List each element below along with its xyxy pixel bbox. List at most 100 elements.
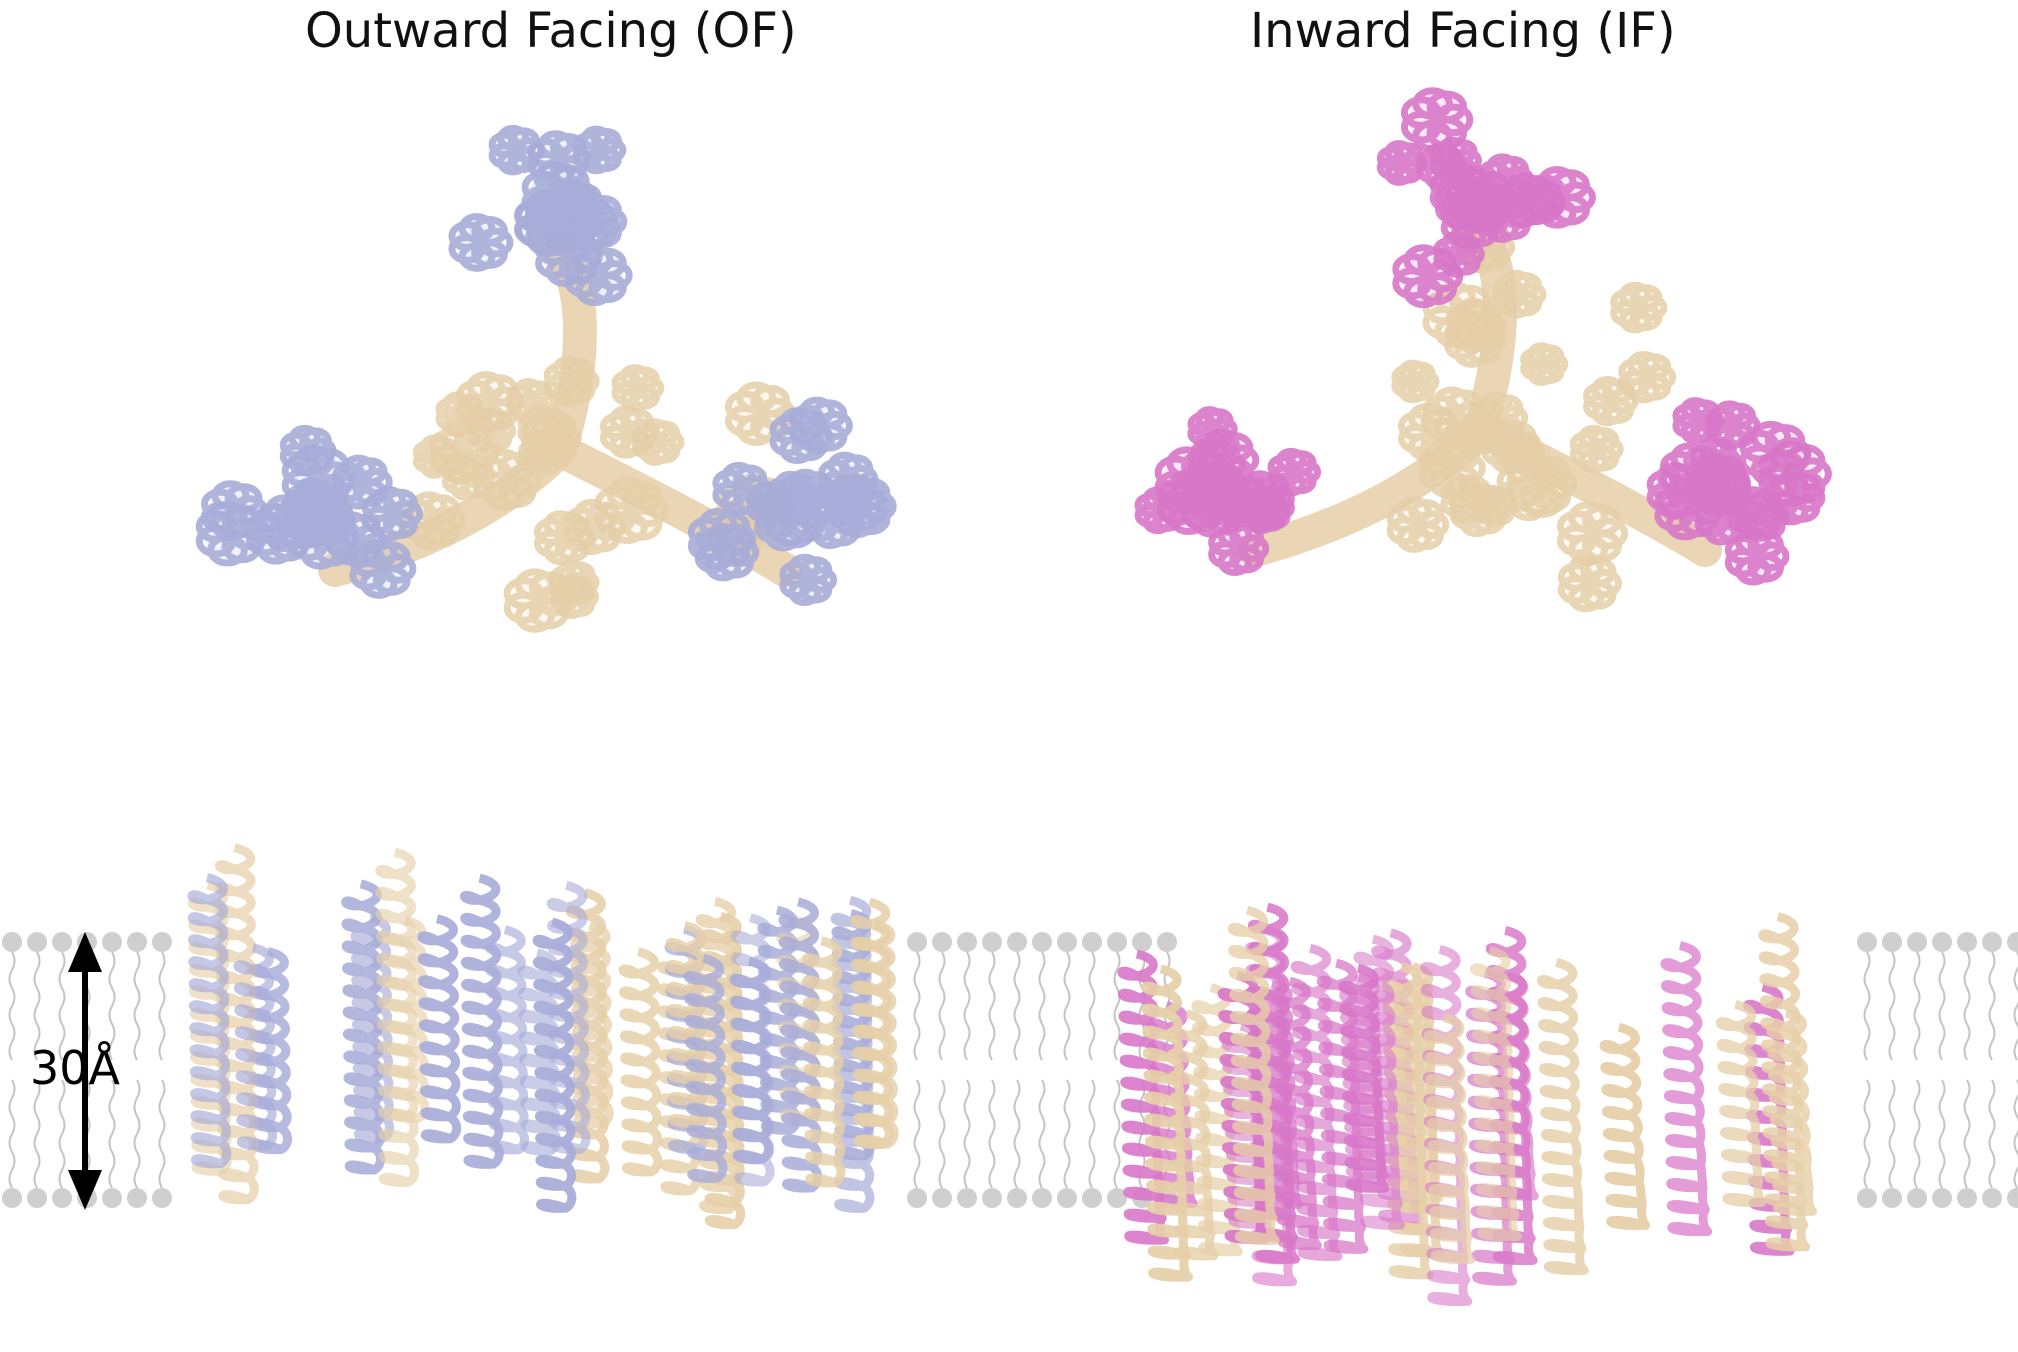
helix xyxy=(1208,520,1270,576)
helix-turn xyxy=(1450,233,1481,258)
helix xyxy=(730,913,775,1187)
lipid-head xyxy=(52,1188,72,1208)
helix-turn xyxy=(799,471,834,499)
helix xyxy=(611,364,665,412)
lipid-tail xyxy=(988,1079,996,1189)
helix-core xyxy=(618,368,657,408)
helix-core xyxy=(524,438,558,473)
helix-core xyxy=(1141,491,1180,530)
helix xyxy=(245,503,314,565)
lipid-head xyxy=(152,932,172,952)
helix-turn xyxy=(453,423,494,456)
helix-coil xyxy=(517,948,562,1156)
helix-core xyxy=(1439,235,1478,274)
lipid-head xyxy=(2,932,22,952)
helix-core xyxy=(1732,532,1781,581)
helix-turn xyxy=(1753,493,1786,520)
lipid-head xyxy=(1907,1188,1927,1208)
helix-turn xyxy=(1536,344,1565,368)
helix-turn xyxy=(1255,488,1287,514)
helix-turn xyxy=(1764,424,1806,457)
helix-turn xyxy=(1393,142,1424,167)
helix-core xyxy=(550,360,592,402)
lipid-tail xyxy=(108,951,116,1061)
helix-turn xyxy=(1522,458,1564,492)
helix xyxy=(618,947,663,1177)
lipid-head xyxy=(152,1188,172,1208)
helix xyxy=(801,936,846,1188)
helix xyxy=(683,953,728,1183)
lipid-head xyxy=(1057,1188,1077,1208)
scale-bar-label: 30Å xyxy=(30,1041,121,1095)
helix xyxy=(518,434,566,477)
helix xyxy=(1734,491,1791,542)
helix xyxy=(779,468,839,522)
helix xyxy=(1172,465,1229,517)
helix-core xyxy=(455,218,505,267)
helix-core xyxy=(1453,173,1508,228)
helix-turn xyxy=(382,488,418,518)
scale-arrow xyxy=(68,932,102,1210)
lipid-head xyxy=(932,932,952,952)
helix-core xyxy=(495,129,537,171)
helix xyxy=(1134,486,1188,535)
helix-core xyxy=(1504,460,1561,516)
lipid-tail xyxy=(1938,951,1946,1061)
helix-turn xyxy=(545,196,580,224)
helix xyxy=(1386,496,1450,553)
helix-core xyxy=(480,453,534,506)
helix xyxy=(1569,424,1624,474)
helix xyxy=(517,948,562,1156)
lipid-tail xyxy=(1088,1079,1096,1189)
helix-turn xyxy=(566,576,595,600)
lipid-tail xyxy=(8,1079,16,1189)
lipid-tail xyxy=(1963,1079,1971,1189)
helix-turn xyxy=(620,408,654,436)
lipid-tail xyxy=(1013,1079,1021,1189)
helix xyxy=(1227,905,1280,1245)
helix-coil xyxy=(801,936,846,1188)
helix-coil xyxy=(1470,946,1522,1242)
helix-core xyxy=(606,410,651,454)
lipid-head xyxy=(1882,1188,1902,1208)
lipid-head xyxy=(957,932,977,952)
helix xyxy=(1433,231,1485,278)
helix-coil xyxy=(1290,943,1343,1261)
helix-turn xyxy=(1601,378,1634,405)
lipid-tail xyxy=(58,1079,66,1189)
helix xyxy=(1445,167,1517,233)
helix-core xyxy=(1429,391,1481,442)
lipid-head xyxy=(907,1188,927,1208)
helix-coil xyxy=(1338,963,1390,1193)
lipid-head xyxy=(1132,932,1152,952)
helix xyxy=(1557,554,1623,613)
lipid-tail xyxy=(1038,1079,1046,1189)
helix-coil xyxy=(1766,1008,1818,1216)
helix-turn xyxy=(423,494,461,524)
helix xyxy=(331,454,393,510)
helix xyxy=(1440,473,1496,524)
helix-core xyxy=(1741,495,1783,538)
helix xyxy=(1599,1022,1651,1230)
helix-turn xyxy=(372,541,411,572)
lipid-head xyxy=(1857,932,1877,952)
helix-core xyxy=(1215,525,1261,572)
lipid-head xyxy=(1982,1188,2002,1208)
lipid-head xyxy=(2007,932,2018,952)
lipid-tail xyxy=(33,1079,41,1189)
helix-core xyxy=(1617,286,1660,329)
helix-core xyxy=(1447,478,1488,520)
lipid-tail xyxy=(108,1079,116,1189)
lipid-tail xyxy=(1888,1079,1896,1189)
outward-facing-title: Outward Facing (OF) xyxy=(305,3,797,59)
helix-core xyxy=(702,528,751,577)
lipid-head xyxy=(1007,932,1027,952)
helix-turn xyxy=(733,464,768,493)
helix-turn xyxy=(562,358,596,385)
lipid-head xyxy=(1157,932,1177,952)
helix-turn xyxy=(1445,389,1484,420)
lipid-tail xyxy=(1088,951,1096,1061)
helix-coil xyxy=(233,943,278,1151)
helix-turn xyxy=(1408,499,1444,528)
helix xyxy=(564,244,633,307)
